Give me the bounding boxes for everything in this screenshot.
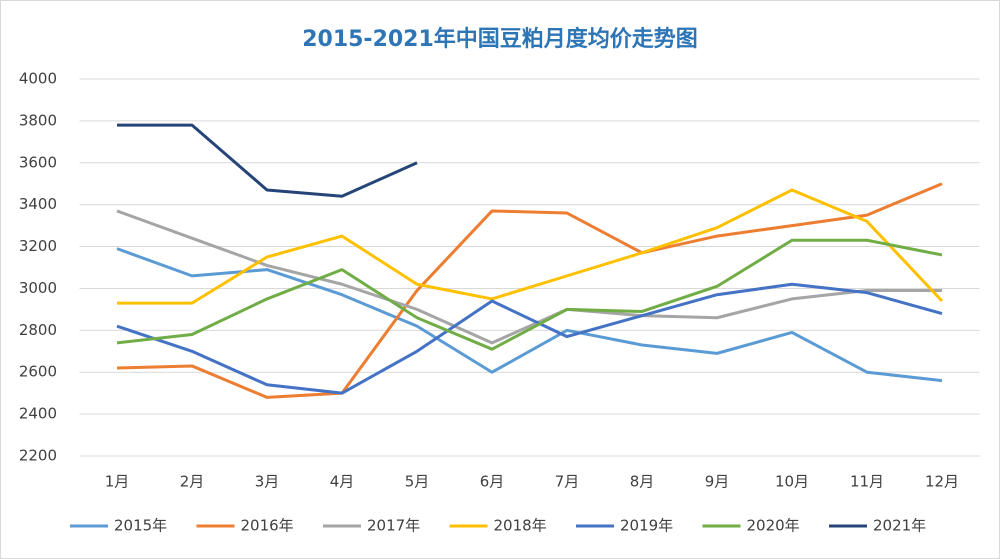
x-tick-label: 2月	[180, 473, 205, 491]
series-line	[117, 188, 944, 305]
x-tick-label: 12月	[925, 473, 959, 491]
x-tick-label: 7月	[555, 473, 580, 491]
legend-label: 2018年	[494, 517, 547, 535]
series-line	[116, 238, 943, 351]
x-tick-label: 6月	[480, 473, 505, 491]
y-tick-label: 2400	[19, 405, 57, 423]
y-tick-label: 2600	[19, 363, 57, 381]
chart-title: 2015-2021年中国豆粕月度均价走势图	[302, 26, 698, 52]
legend-label: 2019年	[620, 517, 673, 535]
y-tick-label: 3200	[19, 237, 57, 255]
y-tick-label: 2800	[19, 321, 57, 339]
legend-label: 2021年	[873, 517, 926, 535]
x-tick-label: 8月	[630, 473, 655, 491]
x-tick-label: 5月	[405, 473, 430, 491]
x-tick-label: 1月	[105, 473, 130, 491]
y-tick-label: 3000	[19, 279, 57, 297]
series-line	[116, 182, 943, 399]
y-tick-label: 3800	[19, 111, 57, 129]
legend-label: 2017年	[367, 517, 420, 535]
series-line	[116, 282, 943, 395]
x-tick-label: 10月	[775, 473, 809, 491]
series-line	[117, 123, 418, 198]
x-tick-label: 3月	[255, 473, 280, 491]
legend-label: 2016年	[241, 517, 294, 535]
y-tick-label: 2200	[19, 447, 57, 465]
series-line	[116, 209, 942, 345]
y-tick-label: 4000	[19, 70, 57, 88]
y-tick-label: 3400	[19, 195, 57, 213]
y-tick-label: 3600	[19, 153, 57, 171]
legend-label: 2015年	[114, 517, 167, 535]
x-tick-label: 11月	[850, 473, 884, 491]
legend-label: 2020年	[747, 517, 800, 535]
x-tick-label: 9月	[705, 473, 730, 491]
series-line	[116, 247, 943, 383]
x-tick-label: 4月	[330, 473, 355, 491]
